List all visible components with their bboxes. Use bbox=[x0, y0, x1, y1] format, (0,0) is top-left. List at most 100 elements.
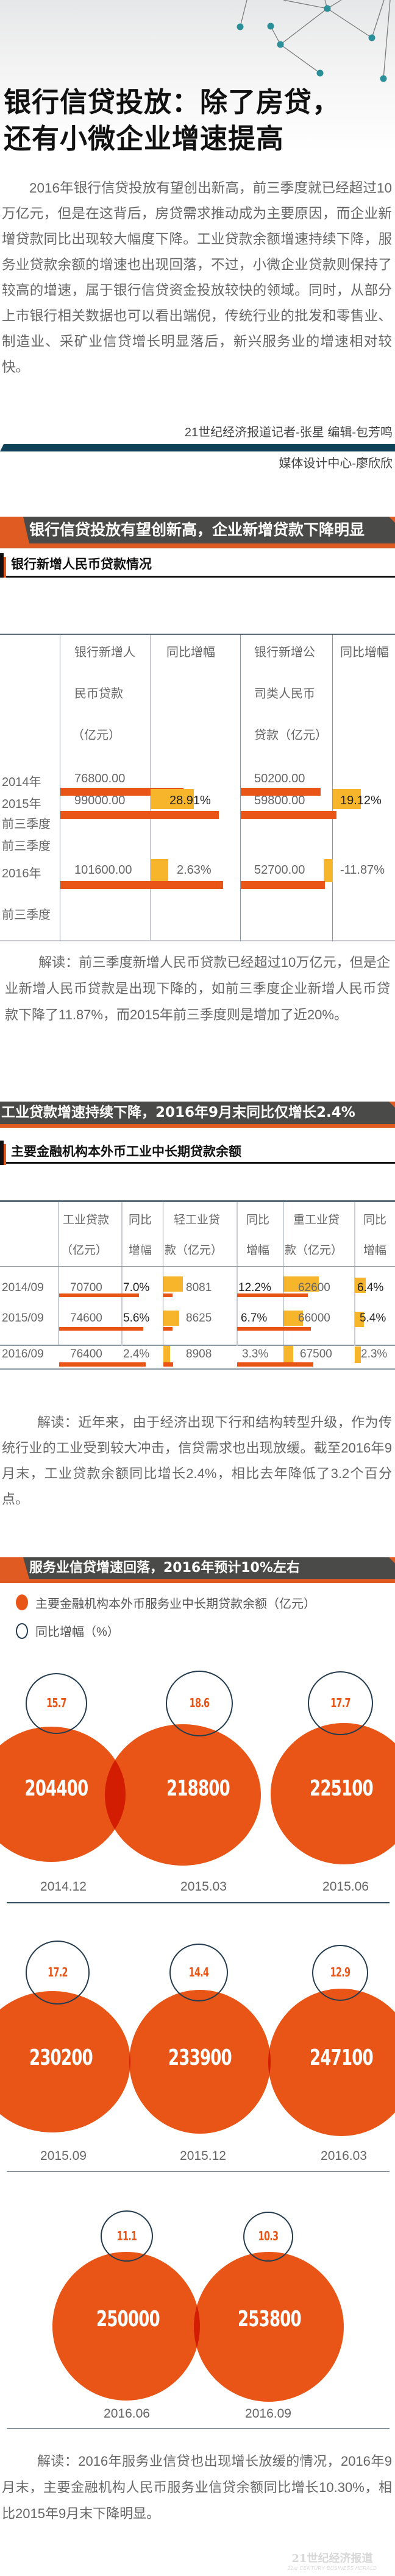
loans-bar bbox=[60, 881, 223, 889]
table-cell: 2.4% bbox=[123, 1348, 150, 1361]
loans-bar bbox=[60, 811, 219, 819]
yoy-value: 10.3 bbox=[258, 2229, 279, 2243]
table-cell: 67500 bbox=[300, 1348, 332, 1361]
light-bar bbox=[163, 1327, 173, 1331]
table-cell: 7.0% bbox=[123, 1281, 150, 1294]
corp-loans-bar bbox=[241, 881, 325, 889]
table-cell: -11.87% bbox=[340, 863, 385, 877]
header-divider bbox=[0, 1266, 395, 1267]
light-yoy-bar bbox=[163, 1311, 179, 1326]
column-header: 轻工业贷 bbox=[174, 1214, 221, 1226]
subhead-marker bbox=[0, 1141, 4, 1165]
section2-subhead: 主要金融机构本外币工业中长期贷款余额 bbox=[0, 1141, 395, 1165]
yoy-bar bbox=[151, 789, 194, 809]
yoy-ring-icon bbox=[312, 1945, 368, 2001]
legend-label: 主要金融机构本外币服务业中长期贷款余额（亿元） bbox=[35, 1598, 316, 1611]
date-label: 2015.03 bbox=[180, 1880, 227, 1894]
section1-banner-text: 银行信贷投放有望创新高，企业新增贷款下降明显 bbox=[23, 517, 395, 543]
balance-bubble bbox=[0, 1991, 130, 2132]
row-label: 前三季度 bbox=[2, 818, 51, 831]
yoy-ring-icon bbox=[166, 1671, 233, 1736]
row-label: 2016年 bbox=[2, 867, 41, 880]
yoy-value: 12.9 bbox=[330, 1965, 351, 1980]
industrial-bar bbox=[59, 1293, 139, 1297]
date-label: 2015.06 bbox=[322, 1880, 369, 1894]
table-cell: 76400 bbox=[70, 1348, 102, 1361]
light-yoy-bar bbox=[163, 1346, 170, 1362]
section2-banner-text: 工业贷款增速持续下降，2016年9月末同比仅增长2.4% bbox=[0, 1102, 395, 1124]
table-bottom-border bbox=[0, 1368, 395, 1370]
yoy-value: 18.6 bbox=[189, 1696, 210, 1710]
publisher-watermark: 21世纪经济报道 21st CENTURY BUSINESS HERALD bbox=[280, 2550, 384, 2571]
legend-label: 同比增幅（%） bbox=[35, 1626, 119, 1639]
watermark-line1: 21世纪经济报道 bbox=[291, 2552, 373, 2565]
table-cell: 6.7% bbox=[241, 1312, 268, 1325]
row-label: 2015/09 bbox=[2, 1312, 44, 1325]
table-cell: 59800.00 bbox=[254, 794, 305, 807]
table-cell: 8625 bbox=[186, 1312, 212, 1325]
section2-banner: 工业贷款增速持续下降，2016年9月末同比仅增长2.4% bbox=[0, 1102, 395, 1128]
date-label: 2015.12 bbox=[180, 2149, 226, 2163]
row-divider bbox=[7, 2171, 390, 2172]
table-cell: 12.2% bbox=[238, 1281, 271, 1294]
yoy-bar bbox=[333, 789, 361, 809]
section3-analysis: 解读：2016年服务业信贷也出现增长放缓的情况，2016年9月末，主要金融机构人… bbox=[2, 2454, 392, 2521]
balance-value: 230200 bbox=[29, 2045, 93, 2070]
table-cell: 8081 bbox=[186, 1281, 212, 1294]
row-label: 2014年 bbox=[2, 776, 41, 789]
yoy-value: 17.2 bbox=[48, 1965, 68, 1980]
balance-bubble bbox=[271, 1723, 395, 1864]
column-header: 增幅 bbox=[246, 1244, 270, 1257]
section1-subhead-text: 银行新增人民币贷款情况 bbox=[11, 557, 152, 571]
balance-value: 250000 bbox=[96, 2307, 160, 2332]
column-header: 增幅 bbox=[363, 1244, 387, 1257]
column-header: 同比增幅 bbox=[340, 646, 389, 659]
column-header: （亿元） bbox=[61, 1244, 108, 1257]
network-decoration-icon bbox=[237, 0, 391, 82]
byline: 21世纪经济报道记者-张星 编辑-包芳鸣 bbox=[184, 426, 393, 439]
row-label: 前三季度 bbox=[2, 840, 51, 853]
balance-value: 233900 bbox=[168, 2045, 232, 2070]
table-cell: 50200.00 bbox=[254, 772, 305, 785]
yoy-bar-negative bbox=[324, 859, 333, 882]
column-header: （亿元） bbox=[72, 729, 121, 742]
design-credit: 媒体设计中心-廖欣欣 bbox=[279, 457, 393, 470]
page-title: 银行信贷投放：除了房贷， 还有小微企业增速提高 bbox=[4, 84, 340, 157]
balance-bubble bbox=[129, 1990, 271, 2134]
column-header: 民币贷款 bbox=[74, 687, 123, 701]
light-yoy-line bbox=[237, 1293, 308, 1297]
column-header: 同比 bbox=[246, 1214, 270, 1226]
yoy-ring-icon bbox=[26, 1941, 90, 2005]
section2-subhead-text: 主要金融机构本外币工业中长期贷款余额 bbox=[11, 1144, 241, 1159]
industrial-bar bbox=[59, 1362, 146, 1367]
column-header: 重工业贷 bbox=[293, 1214, 340, 1226]
divider bbox=[0, 444, 395, 451]
column-divider bbox=[237, 1202, 238, 1346]
balance-bubble bbox=[0, 1727, 126, 1862]
column-divider bbox=[332, 635, 333, 941]
subhead-marker bbox=[0, 553, 4, 578]
column-divider bbox=[240, 635, 241, 941]
table-cell: 70700 bbox=[70, 1281, 102, 1294]
heavy-bar bbox=[283, 1346, 293, 1362]
table-cell: 28.91% bbox=[169, 794, 211, 807]
balance-value: 204400 bbox=[24, 1776, 89, 1801]
heavy-yoy-bar bbox=[355, 1346, 361, 1363]
light-bar bbox=[163, 1293, 173, 1297]
legend-outline-circle-icon bbox=[16, 1623, 28, 1639]
section1-banner: 银行信贷投放有望创新高，企业新增贷款下降明显 bbox=[0, 517, 395, 548]
table-cell: 99000.00 bbox=[74, 794, 126, 807]
table-cell: 74600 bbox=[70, 1312, 102, 1325]
heavy-yoy-bar bbox=[355, 1312, 364, 1327]
row-divider bbox=[7, 1902, 390, 1903]
table-cell: 101600.00 bbox=[74, 863, 132, 877]
heavy-yoy-bar bbox=[355, 1278, 366, 1293]
table-cell: 5.6% bbox=[123, 1312, 150, 1325]
industrial-loans-table: 工业贷款 （亿元） 同比 增幅 轻工业贷 款（亿元） 同比 增幅 重工业贷 款（… bbox=[0, 1200, 395, 1346]
column-divider bbox=[354, 1202, 355, 1346]
title-line-2: 还有小微企业增速提高 bbox=[4, 122, 285, 155]
row-divider bbox=[7, 2428, 390, 2429]
heavy-bar bbox=[283, 1276, 319, 1292]
row-label: 2015年 bbox=[2, 798, 41, 811]
yoy-ring-icon bbox=[169, 1944, 228, 2001]
